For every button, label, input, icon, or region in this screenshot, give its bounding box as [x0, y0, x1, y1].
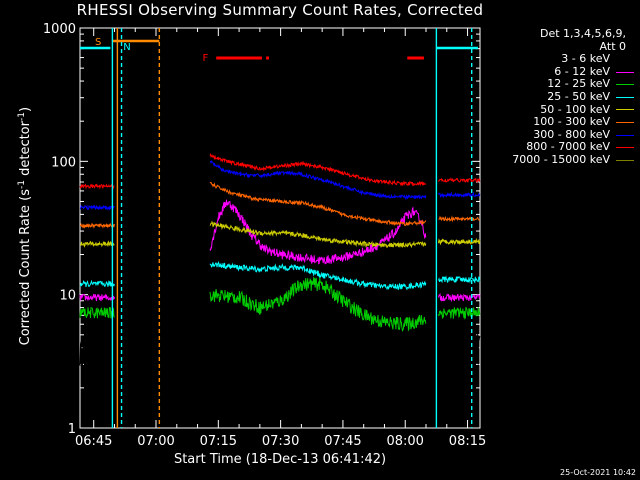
- series-line-seg1: [80, 240, 115, 248]
- legend-item-label: 25 - 50 keV: [547, 89, 610, 103]
- flare-label: F: [203, 53, 209, 64]
- x-tick-label: 06:45: [75, 434, 112, 449]
- legend-item-label: 50 - 100 keV: [540, 102, 610, 116]
- legend-swatch: [616, 84, 634, 86]
- legend-item-label: 800 - 7000 keV: [526, 140, 610, 154]
- legend-item: 12 - 25 keV: [484, 78, 634, 91]
- y-tick-label: 1: [68, 422, 76, 437]
- x-tick-label: 08:15: [449, 434, 486, 449]
- series-line-seg1: [79, 339, 115, 370]
- y-tick-label: 10: [59, 289, 76, 304]
- series-line-seg3: [438, 292, 481, 303]
- series-line-seg2: [209, 260, 427, 291]
- legend-item-label: 300 - 800 keV: [533, 127, 610, 141]
- series-line-seg3: [438, 191, 481, 199]
- series-line-seg2: [209, 220, 427, 249]
- legend-item: 25 - 50 keV: [484, 89, 634, 104]
- legend-swatch: [616, 71, 634, 73]
- series-line-seg1: [79, 183, 115, 190]
- series-line-seg2: [209, 277, 427, 332]
- series-line-seg3: [438, 237, 481, 246]
- legend-item: 50 - 100 keV: [484, 102, 634, 117]
- series-line-seg2: [209, 152, 427, 187]
- x-axis-label: Start Time (18-Dec-13 06:41:42): [173, 452, 387, 467]
- legend-item: 7000 - 15000 keV: [484, 152, 634, 167]
- legend-header-detectors: Det 1,3,4,5,6,9,: [539, 27, 626, 40]
- x-tick-label: 08:00: [386, 434, 423, 449]
- plot-frame: [79, 27, 481, 429]
- series-line-seg1: [79, 293, 115, 302]
- series-line-seg3: [438, 333, 481, 368]
- legend-item-label: 3 - 6 keV: [561, 52, 610, 66]
- y-axis-label: Corrected Count Rate (s-1 detector-1): [16, 106, 34, 346]
- legend-item-label: 12 - 25 keV: [547, 77, 610, 91]
- legend-item: 300 - 800 keV: [484, 127, 634, 142]
- legend-swatch: [616, 121, 634, 123]
- legend: Det 1,3,4,5,6,9, Att 0 3 - 6 keV 6 - 12 k…: [484, 27, 634, 167]
- chart-title: RHESSI Observing Summary Count Rates, Co…: [76, 1, 484, 19]
- timestamp: 25-Oct-2021 10:42: [560, 468, 636, 477]
- legend-swatch: [616, 58, 634, 60]
- series-line-seg1: [79, 222, 115, 230]
- x-tick-label: 07:30: [262, 434, 299, 449]
- series-line-seg2: [209, 199, 427, 265]
- series-line-seg1: [79, 204, 115, 211]
- series-line-seg1: [79, 279, 115, 288]
- legend-item: 100 - 300 keV: [484, 116, 634, 129]
- legend-header-attenuator: Att 0: [599, 39, 626, 53]
- legend-item: 800 - 7000 keV: [484, 141, 634, 154]
- y-tick-label: 100: [51, 155, 76, 170]
- legend-swatch: [616, 147, 634, 149]
- y-tick-label: 1000: [43, 22, 76, 37]
- series-line-seg1: [79, 307, 115, 319]
- legend-swatch: [616, 109, 634, 111]
- saa-label: S: [95, 37, 101, 48]
- x-tick-label: 07:00: [137, 434, 174, 449]
- series-line-seg3: [438, 306, 481, 320]
- x-tick-label: 07:15: [200, 434, 237, 449]
- legend-swatch: [616, 96, 634, 98]
- legend-swatch: [616, 159, 634, 161]
- series-line-seg2: [209, 159, 427, 201]
- legend-swatch: [616, 134, 634, 136]
- x-tick-label: 07:45: [324, 434, 361, 449]
- series-line-seg3: [438, 275, 481, 284]
- legend-item: 3 - 6 keV: [484, 53, 634, 66]
- legend-item: 6 - 12 keV: [484, 64, 634, 79]
- series-line-seg3: [438, 215, 481, 223]
- series-line-seg3: [438, 177, 481, 184]
- legend-item-label: 7000 - 15000 keV: [512, 152, 610, 166]
- night-label: N: [123, 42, 130, 53]
- series-line-seg2: [209, 181, 427, 227]
- legend-item-label: 100 - 300 keV: [533, 115, 610, 129]
- legend-item-label: 6 - 12 keV: [554, 64, 610, 78]
